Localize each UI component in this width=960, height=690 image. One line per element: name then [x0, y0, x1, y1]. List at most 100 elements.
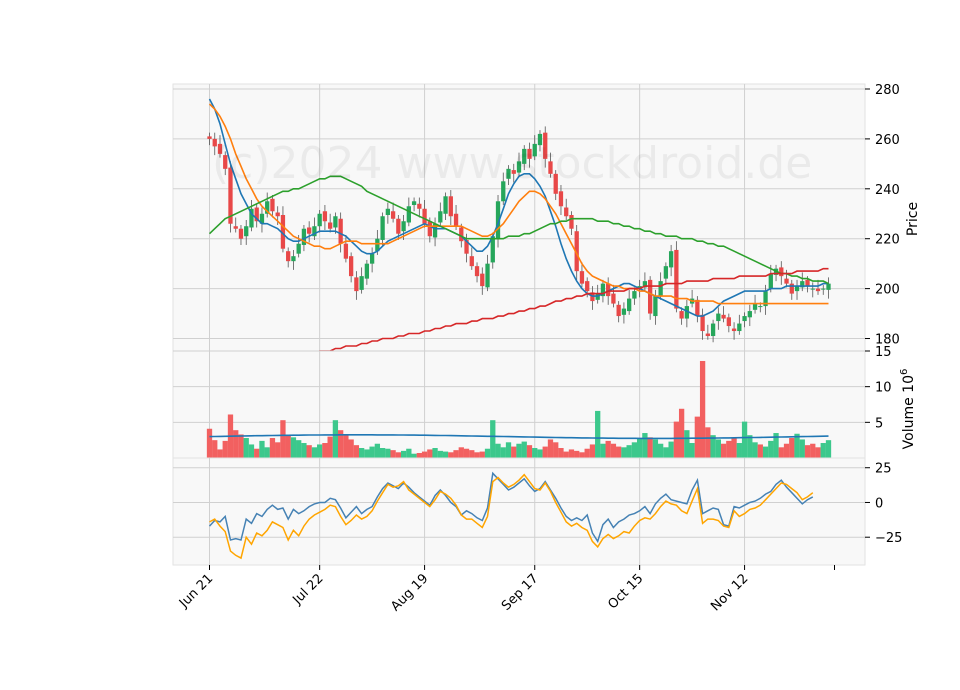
volume-bar [642, 433, 648, 458]
candle-body [716, 313, 721, 322]
volume-panel-background [172, 350, 866, 459]
candle-body [254, 207, 259, 222]
volume-bar [516, 443, 522, 458]
volume-bar [673, 421, 680, 458]
volume-bar [511, 446, 517, 458]
volume-bar [600, 443, 606, 458]
candle-body [815, 288, 821, 292]
volume-bar [337, 430, 344, 458]
candle-body [275, 212, 280, 217]
candle-body [663, 266, 669, 279]
candle-body [695, 299, 700, 317]
volume-bar [532, 448, 538, 458]
candle-body [495, 201, 501, 239]
candle-body [721, 314, 726, 319]
candle-body [700, 314, 705, 332]
candle-body [779, 267, 784, 277]
volume-bar [427, 449, 433, 458]
x-tick-label: Aug 19 [388, 571, 431, 614]
volume-bar [579, 452, 585, 458]
candle-body [527, 148, 532, 159]
volume-bar [243, 438, 249, 458]
candle-body [259, 213, 265, 224]
volume-bar [731, 438, 737, 458]
y-tick-label: 280 [875, 83, 900, 98]
volume-bar [374, 443, 381, 458]
candle-body [443, 196, 448, 214]
candle-body [516, 161, 522, 173]
candle-body [307, 227, 312, 234]
volume-bar [306, 445, 312, 458]
candle-body [317, 213, 322, 227]
volume-bar [568, 449, 575, 458]
candle-body [616, 304, 621, 317]
candle-body [207, 136, 212, 139]
candle-body [532, 143, 537, 157]
candle-body [653, 296, 658, 317]
candle-body [359, 276, 364, 290]
price-axis-title: Price [905, 202, 921, 236]
volume-bar [794, 433, 800, 458]
volume-bar [217, 449, 223, 458]
volume-bar [610, 443, 617, 458]
volume-bar [390, 450, 396, 458]
candle-body [821, 288, 826, 290]
volume-bar [647, 437, 653, 458]
candle-body [343, 243, 349, 259]
candle-body [427, 221, 432, 237]
x-tick-label: Jul 22 [289, 571, 326, 608]
volume-bar [752, 442, 758, 458]
candle-body [668, 251, 674, 268]
volume-bar [757, 444, 763, 458]
volume-bar [595, 410, 601, 458]
volume-bar [584, 448, 590, 458]
volume-bar [285, 435, 291, 458]
candle-body [286, 251, 291, 262]
candle-body [747, 311, 752, 318]
volume-bar [432, 448, 438, 458]
volume-bar [327, 436, 333, 458]
candle-body [228, 167, 233, 224]
candle-body [354, 277, 359, 292]
volume-bar [558, 448, 564, 458]
volume-bar [395, 452, 401, 458]
candle-body [348, 256, 354, 277]
candle-body [569, 215, 574, 229]
volume-bar [762, 446, 769, 458]
candle-body [233, 226, 238, 229]
candle-body [647, 279, 653, 314]
candle-body [280, 215, 286, 249]
candle-body [448, 196, 453, 217]
candle-body [322, 211, 328, 222]
y-tick-label: 200 [875, 283, 900, 298]
candle-body [464, 239, 469, 254]
volume-bar [264, 447, 270, 458]
volume-bar [526, 445, 533, 458]
volume-bar [411, 453, 417, 458]
candle-body [606, 283, 611, 297]
candle-body [737, 323, 742, 332]
volume-bar [820, 443, 826, 458]
candle-body [396, 218, 401, 234]
volume-bar [458, 447, 464, 458]
oscillator-panel-background [172, 457, 866, 566]
candle-body [453, 213, 459, 227]
volume-bar [589, 444, 596, 458]
candle-body [432, 223, 438, 238]
candle-body [800, 281, 805, 288]
volume-bar [311, 447, 318, 458]
candle-body [805, 279, 810, 287]
candle-body [270, 198, 275, 212]
candle-body [621, 308, 627, 315]
volume-bar [254, 448, 260, 458]
volume-bar [437, 450, 443, 458]
volume-bar [789, 438, 795, 458]
volume-bar [301, 443, 307, 458]
volume-bar [678, 408, 685, 458]
volume-bar [521, 441, 527, 458]
osc_main-line [208, 471, 814, 544]
x-axis: Jun 21 Jul 22 Aug 19 Sep 17 Oct 15 Nov 12 [176, 565, 835, 614]
candle-body [212, 138, 217, 147]
candle-body [658, 281, 663, 297]
